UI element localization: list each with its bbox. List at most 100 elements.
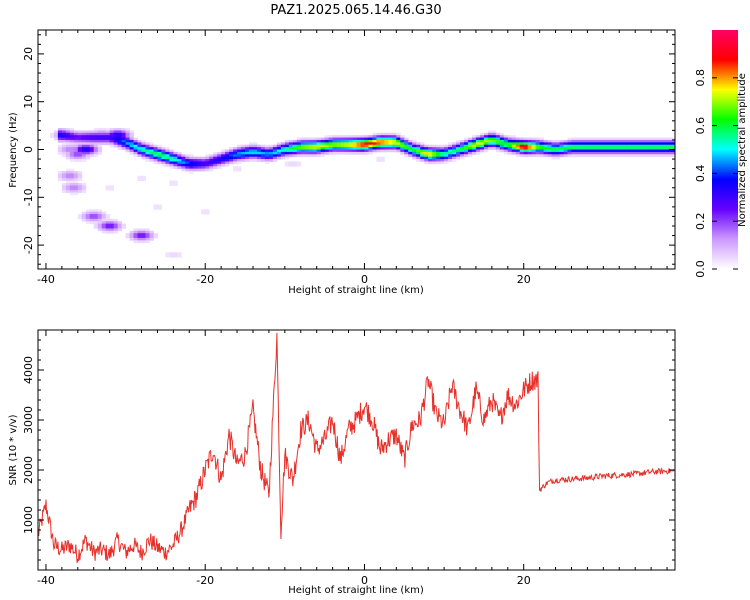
heatmap-cell — [237, 159, 242, 162]
heatmap-cell — [109, 187, 115, 191]
heatmap-cell — [205, 168, 210, 172]
heatmap-cell — [583, 154, 588, 158]
heatmap-cell — [380, 142, 385, 146]
heatmap-cell — [328, 135, 334, 138]
heatmap-cell — [256, 154, 262, 158]
heatmap-cell — [264, 151, 270, 155]
heatmap-cell — [77, 173, 83, 177]
heatmap-cell — [507, 151, 513, 155]
heatmap-cell — [53, 135, 59, 138]
heatmap-cell — [428, 159, 433, 162]
heatmap-cell — [531, 137, 537, 141]
heatmap-cell — [364, 135, 369, 138]
heatmap-cell — [57, 144, 63, 148]
heatmap-cell — [65, 168, 71, 172]
heatmap-cell — [615, 149, 620, 153]
heatmap-cell — [169, 182, 174, 186]
heatmap-cell — [599, 147, 604, 150]
heatmap-cell — [651, 149, 656, 153]
heatmap-cell — [133, 139, 138, 143]
heatmap-cell — [356, 151, 361, 155]
heatmap-cell — [77, 175, 83, 179]
heatmap-cell — [69, 185, 75, 189]
x-tick-label: -20 — [196, 574, 214, 587]
heatmap-cell — [185, 168, 190, 172]
heatmap-cell — [284, 147, 290, 150]
heatmap-cell — [189, 163, 194, 167]
x-tick-label: -40 — [37, 574, 55, 587]
heatmap-cell — [523, 142, 529, 146]
heatmap-cell — [137, 237, 142, 241]
heatmap-cell — [408, 144, 413, 148]
heatmap-cell — [487, 147, 493, 150]
heatmap-cell — [77, 156, 83, 160]
heatmap-cell — [129, 132, 134, 136]
heatmap-cell — [97, 137, 103, 141]
heatmap-cell — [487, 130, 493, 134]
heatmap-cell — [619, 147, 624, 150]
heatmap-cell — [73, 173, 79, 177]
heatmap-cell — [113, 127, 119, 131]
heatmap-cell — [101, 137, 107, 141]
heatmap-cell — [229, 161, 234, 165]
heatmap-cell — [89, 149, 95, 153]
heatmap-cell — [153, 149, 158, 153]
heatmap-cell — [260, 154, 266, 158]
heatmap-cell — [113, 221, 119, 224]
y-tick-label: 0 — [22, 146, 35, 153]
heatmap-cell — [276, 144, 282, 148]
heatmap-cell — [97, 130, 103, 134]
heatmap-cell — [515, 144, 521, 148]
heatmap-cell — [65, 156, 71, 160]
heatmap-cell — [483, 135, 489, 138]
heatmap-cell — [368, 139, 373, 143]
heatmap-cell — [252, 154, 258, 158]
heatmap-cell — [89, 137, 95, 141]
heatmap-cell — [117, 137, 123, 141]
heatmap-cell — [169, 252, 174, 256]
heatmap-cell — [456, 139, 461, 143]
heatmap-cell — [288, 149, 294, 153]
colorbar-ramp — [712, 30, 738, 269]
heatmap-cell — [145, 147, 150, 150]
heatmap-cell — [531, 139, 537, 143]
heatmap-cell — [511, 135, 517, 138]
heatmap-cell — [396, 149, 401, 153]
heatmap-cell — [599, 137, 604, 141]
heatmap-cell — [97, 214, 103, 217]
heatmap-cell — [109, 185, 115, 189]
heatmap-cell — [49, 135, 55, 138]
heatmap-cell — [463, 137, 469, 141]
heatmap-cell — [169, 180, 174, 184]
heatmap-cell — [185, 159, 190, 162]
heatmap-cell — [69, 190, 75, 193]
heatmap-cell — [639, 139, 644, 143]
heatmap-cell — [507, 135, 513, 138]
heatmap-cell — [535, 139, 541, 143]
heatmap-cell — [137, 178, 142, 181]
heatmap-cell — [101, 211, 107, 215]
heatmap-cell — [81, 216, 87, 220]
heatmap-cell — [567, 137, 572, 141]
heatmap-cell — [137, 240, 142, 244]
heatmap-cell — [161, 147, 166, 150]
heatmap-cell — [173, 163, 178, 167]
heatmap-cell — [264, 156, 270, 160]
heatmap-cell — [201, 159, 206, 162]
heatmap-cell — [69, 192, 75, 196]
heatmap-cell — [463, 142, 469, 146]
heatmap-cell — [583, 139, 588, 143]
heatmap-cell — [77, 135, 83, 138]
heatmap-cell — [133, 235, 138, 239]
heatmap-cell — [157, 151, 162, 155]
heatmap-cell — [141, 144, 146, 148]
heatmap-cell — [547, 154, 552, 158]
heatmap-cell — [388, 132, 393, 136]
heatmap-cell — [256, 144, 262, 148]
heatmap-cell — [332, 139, 337, 143]
heatmap-cell — [85, 154, 91, 158]
heatmap-cell — [615, 151, 620, 155]
heatmap-cell — [93, 127, 99, 131]
heatmap-cell — [555, 149, 560, 153]
heatmap-cell — [260, 159, 266, 162]
